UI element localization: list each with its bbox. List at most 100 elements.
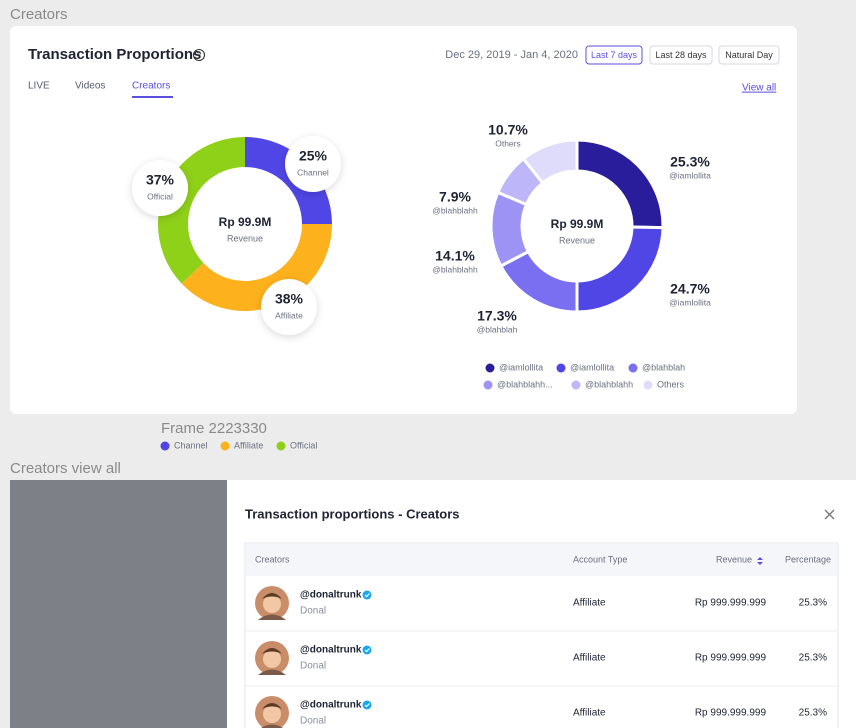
revenue: Rp 999.999.999 [695, 653, 767, 664]
value-label: 17.3% [477, 308, 517, 324]
legend-label: Official [290, 440, 317, 450]
card [10, 26, 797, 414]
verified-badge [362, 645, 372, 655]
category-label: @iamlollita [669, 297, 711, 307]
card-title: Transaction Proportions [28, 46, 201, 63]
range-button[interactable] [649, 45, 713, 65]
verified-check [364, 703, 370, 708]
label-bubble [285, 136, 341, 192]
avatar-face [263, 705, 281, 723]
value-label: 25% [299, 148, 328, 164]
label-bubble [261, 279, 317, 335]
creator-handle: @donaltrunk [300, 645, 362, 656]
account-type: Affiliate [573, 598, 606, 609]
help-icon[interactable] [192, 48, 206, 62]
avatar-face [263, 595, 281, 613]
donut-segment [245, 137, 332, 224]
legend-dot [160, 441, 170, 451]
tab[interactable]: LIVE [28, 81, 50, 92]
legend-dot [556, 363, 566, 373]
avatar-hair [262, 648, 282, 654]
value-label: 37% [146, 172, 175, 188]
center-value: Rp 99.9M [219, 215, 272, 229]
creator-name: Donal [300, 606, 326, 617]
verified-check [364, 593, 370, 598]
avatar-body [258, 614, 286, 620]
legend-label: @iamlollita [499, 362, 543, 372]
date-range: Dec 29, 2019 - Jan 4, 2020 [445, 49, 578, 61]
view-all-link[interactable]: View all [742, 83, 776, 94]
creator-name: Donal [300, 661, 326, 672]
value-label: 7.9% [439, 189, 471, 205]
value-label: 14.1% [435, 248, 475, 264]
page-label: Creators [10, 6, 68, 23]
column-header: Creators [255, 554, 290, 564]
sort-icon[interactable] [757, 557, 763, 565]
legend-dot [571, 380, 581, 390]
center-label: Revenue [559, 235, 595, 245]
legend-dot [628, 363, 638, 373]
avatar-hair [262, 593, 282, 599]
category-label: @iamlollita [669, 170, 711, 180]
category-label: @blahblahh [432, 205, 478, 215]
legend-dot [276, 441, 286, 451]
range-button[interactable] [718, 45, 780, 65]
category-label: Others [495, 138, 521, 148]
legend-label: @blahblahh... [497, 379, 553, 389]
legend-label: @blahblahh [585, 379, 633, 389]
category-label: Affiliate [275, 310, 303, 320]
frame-title: Frame 2223330 [161, 420, 267, 437]
legend-dot [483, 380, 493, 390]
account-type: Affiliate [573, 653, 606, 664]
legend-dot [220, 441, 230, 451]
center-label: Revenue [227, 233, 263, 243]
legend-label: @iamlollita [570, 362, 614, 372]
legend-label: Channel [174, 440, 208, 450]
tab[interactable]: Videos [75, 81, 105, 92]
percentage: 25.3% [799, 653, 827, 664]
percentage: 25.3% [799, 598, 827, 609]
overlay [10, 480, 227, 728]
range-button-label: Last 7 days [591, 50, 638, 60]
value-label: 10.7% [488, 122, 528, 138]
category-label: Official [147, 191, 173, 201]
creator-handle: @donaltrunk [300, 590, 362, 601]
verified-badge [362, 590, 372, 600]
legend-label: Affiliate [234, 440, 263, 450]
legend-label: Others [657, 379, 685, 389]
revenue: Rp 999.999.999 [695, 708, 767, 719]
avatar-face [263, 650, 281, 668]
column-header: Percentage [785, 554, 831, 564]
legend-label: @blahblah [642, 362, 685, 372]
close-button[interactable] [824, 509, 835, 520]
column-header: Revenue [716, 554, 752, 564]
donut-segment [521, 138, 579, 186]
creator-handle: @donaltrunk [300, 700, 362, 711]
tab[interactable]: Creators [132, 81, 170, 92]
range-button-label: Natural Day [725, 50, 773, 60]
value-label: 25.3% [670, 154, 710, 170]
legend-dot [485, 363, 495, 373]
avatar-hair [262, 703, 282, 709]
column-header: Account Type [573, 554, 627, 564]
table-header [246, 544, 837, 576]
revenue: Rp 999.999.999 [695, 598, 767, 609]
value-label: 24.7% [670, 281, 710, 297]
drawer-title: Transaction proportions - Creators [245, 506, 460, 521]
percentage: 25.3% [799, 708, 827, 719]
range-button[interactable] [585, 45, 643, 65]
verified-check [364, 648, 370, 653]
avatar-body [258, 669, 286, 675]
avatar [255, 696, 289, 728]
category-label: Channel [297, 167, 329, 177]
avatar [255, 586, 289, 620]
help-icon-glyph: ? [197, 51, 202, 60]
account-type: Affiliate [573, 708, 606, 719]
value-label: 38% [275, 291, 304, 307]
center-value: Rp 99.9M [551, 217, 604, 231]
category-label: @blahblahh [432, 264, 478, 274]
avatar-body [260, 724, 284, 728]
legend-dot [643, 380, 653, 390]
